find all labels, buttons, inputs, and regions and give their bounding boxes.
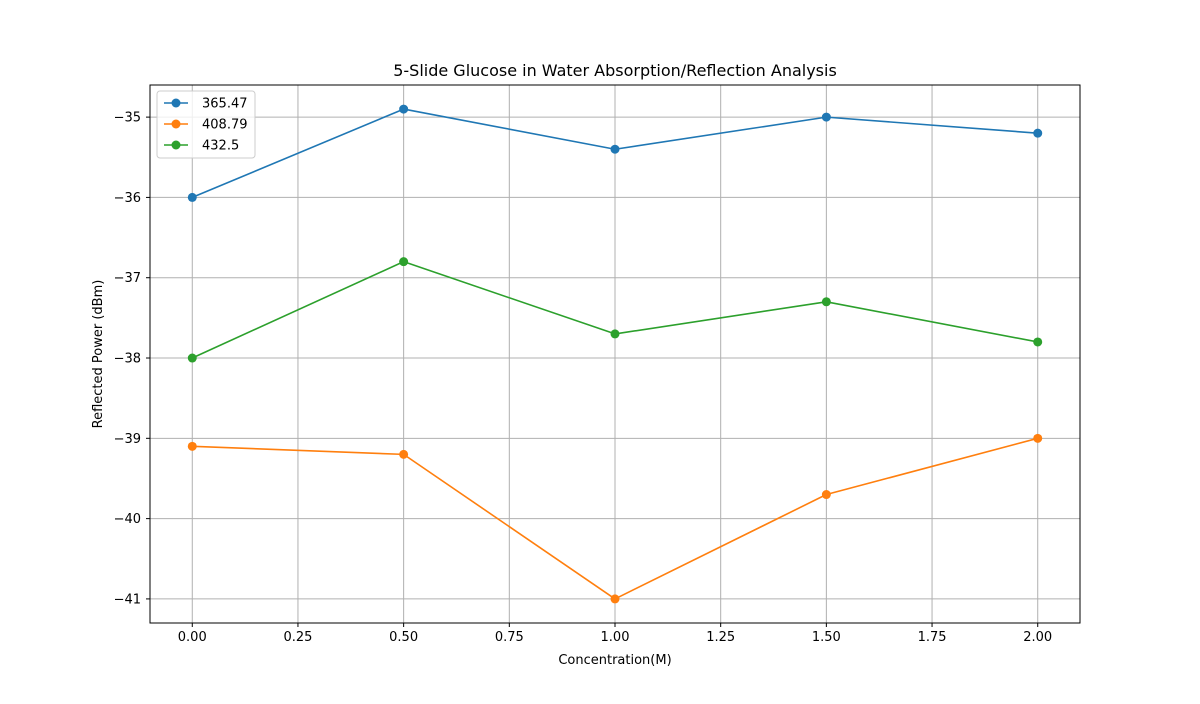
data-point (1033, 337, 1043, 347)
legend-label: 408.79 (202, 118, 248, 133)
data-point (187, 441, 197, 451)
y-tick-label: −40 (114, 512, 141, 527)
x-tick-label: 1.25 (706, 630, 735, 645)
legend-box (156, 90, 256, 159)
chart-title: 5-Slide Glucose in Water Absorption/Refl… (393, 61, 837, 80)
legend-label: 365.47 (202, 97, 248, 112)
legend-marker (171, 140, 181, 150)
x-axis-label: Concentration(M) (558, 653, 671, 668)
data-point (187, 353, 197, 363)
data-point (821, 490, 831, 500)
x-tick-label: 1.00 (601, 630, 630, 645)
y-tick-label: −35 (114, 111, 141, 126)
data-point (610, 594, 620, 604)
y-tick-label: −41 (114, 592, 141, 607)
y-tick-label: −37 (114, 271, 141, 286)
data-point (821, 112, 831, 122)
data-point (399, 449, 409, 459)
series-layer (187, 104, 1043, 604)
legend-marker (171, 119, 181, 129)
y-tick-label: −39 (114, 432, 141, 447)
x-tick-label: 1.75 (918, 630, 947, 645)
x-tick-label: 2.00 (1023, 630, 1052, 645)
data-point (610, 144, 620, 154)
x-tick-label: 0.00 (178, 630, 207, 645)
x-tick-label: 0.50 (389, 630, 418, 645)
data-point (399, 104, 409, 114)
grid-lines (150, 85, 1080, 623)
legend-items: 365.47 408.79 432.5 (164, 97, 248, 154)
y-axis-ticks: −41 −40 −39 −38 −37 −36 −35 (114, 111, 150, 607)
data-point (187, 192, 197, 202)
data-point (610, 329, 620, 339)
x-tick-label: 0.25 (283, 630, 312, 645)
x-axis-ticks: 0.00 0.25 0.50 0.75 1.00 1.25 1.50 1.75 2.00 (178, 623, 1052, 645)
legend-marker (171, 98, 181, 108)
data-point (1033, 433, 1043, 443)
data-point (1033, 128, 1043, 138)
legend: 365.47 408.79 432.5 (156, 90, 256, 159)
legend-label: 432.5 (202, 139, 239, 154)
x-tick-label: 1.50 (812, 630, 841, 645)
y-axis-label: Reflected Power (dBm) (91, 280, 106, 429)
x-tick-label: 0.75 (495, 630, 524, 645)
y-tick-label: −36 (114, 191, 141, 206)
y-tick-label: −38 (114, 352, 141, 367)
data-point (821, 297, 831, 307)
data-point (399, 257, 409, 267)
